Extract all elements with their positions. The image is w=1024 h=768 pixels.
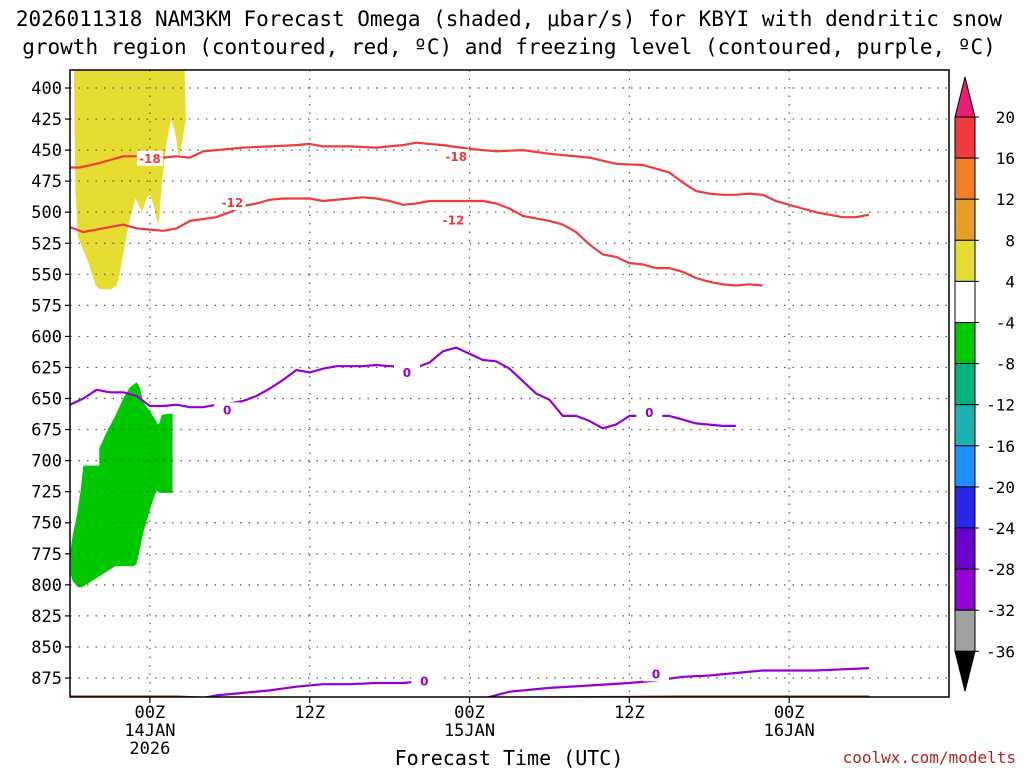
- contour-label-2-2: 0: [645, 406, 653, 420]
- contour-label-0-1: -18: [445, 150, 467, 164]
- contour-label-bg-2-0: [214, 402, 241, 418]
- contour-label-4-0: 0: [652, 667, 660, 681]
- y-tick-label-450: 450: [31, 141, 62, 161]
- x-tick-label-0-l1: 00Z: [135, 703, 166, 723]
- colorbar-segment-11: [954, 527, 976, 570]
- x-tick-label-4-l1: 00Z: [774, 703, 805, 723]
- colorbar-segment-7: [954, 363, 976, 406]
- contour-line-1: [70, 196, 763, 287]
- colorbar-segment-4: [954, 239, 976, 282]
- contour-label-0-0: -18: [139, 152, 161, 166]
- colorbar-label-11: -28: [986, 560, 1015, 579]
- plot-frame: [69, 69, 950, 698]
- y-tick-label-600: 600: [31, 327, 62, 347]
- y-tick-label-425: 425: [31, 110, 62, 130]
- colorbar-label-1: 16: [996, 149, 1015, 168]
- contour-label-1-0: -12: [222, 196, 244, 210]
- y-tick-label-750: 750: [31, 514, 62, 534]
- y-tick-label-550: 550: [31, 265, 62, 285]
- colorbar-label-6: -8: [996, 355, 1015, 374]
- contour-label-bg-3-0: [411, 673, 438, 689]
- colorbar: 20 16 12 8 4 -4 -8 -12 -16 -20 -24 -28 -32 -36: [954, 76, 1015, 692]
- x-tick-label-0-l2: 14JAN: [124, 721, 175, 741]
- contour-label-bg-1-1: [440, 212, 467, 228]
- colorbar-segment-12: [954, 568, 976, 611]
- y-tick-label-775: 775: [31, 545, 62, 565]
- contour-label-2-1: 0: [403, 366, 411, 380]
- y-tick-label-675: 675: [31, 421, 62, 441]
- colorbar-segment-5: [954, 280, 976, 323]
- x-tick-label-2-l2: 15JAN: [444, 721, 495, 741]
- contour-line-4: [484, 667, 870, 697]
- y-tick-label-875: 875: [31, 669, 62, 689]
- colorbar-segment-1: [954, 116, 976, 159]
- grid-lines: [70, 70, 949, 697]
- colorbar-segment-10: [954, 486, 976, 529]
- colorbar-segment-3: [954, 198, 976, 241]
- y-tick-label-650: 650: [31, 390, 62, 410]
- contour-label-2-0: 0: [223, 403, 231, 417]
- contour-label-bg-2-2: [636, 404, 663, 420]
- x-tick-label-4-l2: 16JAN: [764, 721, 815, 741]
- y-tick-label-475: 475: [31, 172, 62, 192]
- colorbar-label-7: -12: [986, 396, 1015, 415]
- y-tick-label-825: 825: [31, 607, 62, 627]
- y-tick-label-500: 500: [31, 203, 62, 223]
- colorbar-top-triangle: [954, 76, 976, 118]
- contour-label-bg-1-0: [219, 194, 246, 210]
- colorbar-label-0: 20: [996, 108, 1015, 127]
- y-tick-label-400: 400: [31, 79, 62, 99]
- contour-label-bg-0-1: [443, 148, 470, 164]
- contour-label-bg-4-0: [643, 666, 669, 682]
- x-tick-label-2-l1: 00Z: [454, 703, 485, 723]
- colorbar-label-3: 8: [1005, 231, 1015, 250]
- contour-label-1-1: -12: [443, 213, 465, 227]
- colorbar-segment-9: [954, 445, 976, 488]
- y-tick-label-850: 850: [31, 638, 62, 658]
- x-tick-label-0-l3: 2026: [129, 739, 170, 759]
- x-axis-title: Forecast Time (UTC): [395, 746, 624, 768]
- colorbar-segment-8: [954, 404, 976, 447]
- contour-lines: -18 -18 -12 -12 0 0 0 0 0: [70, 141, 870, 697]
- y-tick-label-575: 575: [31, 296, 62, 316]
- x-tick-label-3-l1: 12Z: [614, 703, 645, 723]
- colorbar-bottom-triangle: [954, 650, 976, 692]
- chart-title-line-2: growth region (contoured, red, ºC) and f…: [22, 35, 996, 59]
- colorbar-segment-2: [954, 157, 976, 200]
- colorbar-label-4: 4: [1005, 272, 1015, 291]
- colorbar-label-5: -4: [996, 314, 1015, 333]
- y-tick-label-700: 700: [31, 452, 62, 472]
- contour-label-bg-0-0: [136, 150, 163, 166]
- contour-line-3: [202, 680, 417, 697]
- y-tick-label-625: 625: [31, 358, 62, 378]
- shaded-region-0: [74, 70, 186, 290]
- chart-title-line-1: 2026011318 NAM3KM Forecast Omega (shaded…: [16, 7, 1003, 31]
- colorbar-label-10: -24: [986, 519, 1015, 538]
- colorbar-label-9: -20: [986, 478, 1015, 497]
- contour-label-3-0: 0: [420, 675, 428, 689]
- y-axis: 400 425 450 475 500 525 550 575 600 625 650 675 700 7…: [31, 79, 70, 689]
- credit-text: coolwx.com/modelts: [843, 748, 1016, 767]
- colorbar-label-12: -32: [986, 601, 1015, 620]
- colorbar-segment-6: [954, 322, 976, 365]
- contour-line-0: [70, 141, 870, 219]
- y-tick-label-725: 725: [31, 483, 62, 503]
- colorbar-label-2: 12: [996, 190, 1015, 209]
- colorbar-segment-13: [954, 609, 976, 652]
- contour-label-bg-2-1: [393, 365, 420, 381]
- colorbar-label-8: -16: [986, 437, 1015, 456]
- colorbar-label-13: -36: [986, 642, 1015, 661]
- y-tick-label-525: 525: [31, 234, 62, 254]
- y-tick-label-800: 800: [31, 576, 62, 596]
- x-tick-label-1-l1: 12Z: [294, 703, 325, 723]
- shaded-region-1: [70, 382, 173, 588]
